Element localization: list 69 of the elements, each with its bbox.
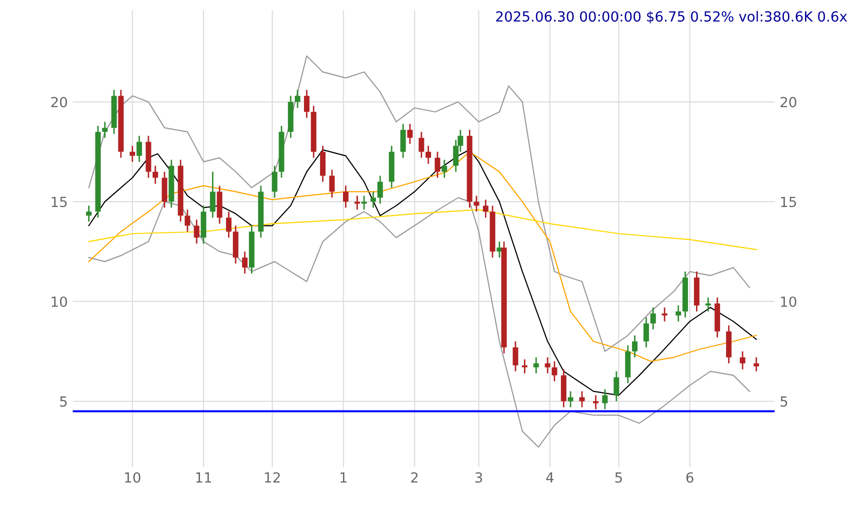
candlestick — [754, 356, 760, 372]
y-tick-label: 5 — [60, 396, 67, 407]
candlestick — [533, 356, 539, 374]
candlestick — [418, 131, 424, 158]
candlestick — [162, 171, 168, 208]
y2-tick-label: 5 — [780, 396, 788, 407]
candlestick — [434, 151, 440, 178]
candlestick — [614, 370, 620, 402]
y-tick-label: 10 — [52, 296, 67, 307]
candlestick — [400, 123, 406, 158]
candlestick — [650, 306, 656, 330]
line-series — [88, 197, 750, 448]
chart-title: 2025.06.30 00:00:00 $6.75 0.52% vol:380.6K 0.6x — [496, 10, 847, 24]
candlestick — [152, 165, 158, 184]
candlestick — [320, 145, 326, 182]
candlestick — [632, 334, 638, 358]
candlestick — [426, 145, 432, 164]
candlestick — [226, 210, 232, 238]
candlestick — [361, 195, 367, 210]
candlestick — [662, 306, 668, 322]
candlestick — [579, 390, 585, 408]
candlestick — [593, 394, 599, 410]
y-tick-label: 15 — [52, 196, 67, 208]
x-tick-label: 3 — [475, 472, 482, 483]
line-series — [88, 209, 757, 250]
candlestick — [676, 304, 682, 322]
candlestick — [740, 350, 746, 370]
candlestick — [342, 185, 348, 208]
y-tick-label: 20 — [51, 96, 67, 108]
candlestick — [643, 316, 649, 348]
candlestick — [184, 208, 190, 232]
candlestick — [304, 89, 310, 119]
candlestick — [568, 390, 574, 408]
x-tick-label: 11 — [196, 472, 212, 483]
candlestick — [86, 204, 92, 222]
candlestick — [705, 296, 711, 312]
x-tick-label: 12 — [265, 472, 280, 483]
x-tick-label: 2 — [411, 472, 418, 483]
candlestick — [482, 199, 488, 218]
candlestick — [329, 169, 335, 198]
x-tick-label: 4 — [546, 472, 554, 483]
candlestick — [194, 218, 200, 244]
candlestick — [544, 356, 550, 374]
candlestick — [294, 89, 300, 109]
candlestick — [522, 358, 528, 374]
candlestick — [474, 195, 480, 212]
y2-tick-label: 15 — [781, 196, 796, 208]
candlestick — [130, 145, 136, 162]
candlestick — [354, 195, 360, 210]
x-tick-label: 1 — [340, 472, 347, 483]
candlestick — [442, 159, 448, 178]
line-series — [88, 55, 750, 352]
candlestick — [102, 121, 108, 139]
x-tick-label: 10 — [125, 472, 140, 483]
x-tick-label: 5 — [615, 472, 622, 483]
candlestick — [242, 250, 248, 274]
y2-tick-label: 10 — [781, 296, 796, 307]
candlestick — [370, 191, 376, 208]
candlestick — [136, 135, 142, 162]
candlestick — [602, 388, 608, 410]
y2-tick-label: 20 — [780, 96, 796, 108]
candlestick — [210, 171, 216, 218]
candlestick — [377, 175, 383, 204]
candlestick — [496, 240, 502, 258]
candlestick — [272, 165, 278, 198]
x-tick-label: 6 — [686, 472, 694, 483]
candlestick — [512, 340, 518, 372]
candlestick — [407, 123, 413, 145]
candlestick — [552, 360, 558, 382]
